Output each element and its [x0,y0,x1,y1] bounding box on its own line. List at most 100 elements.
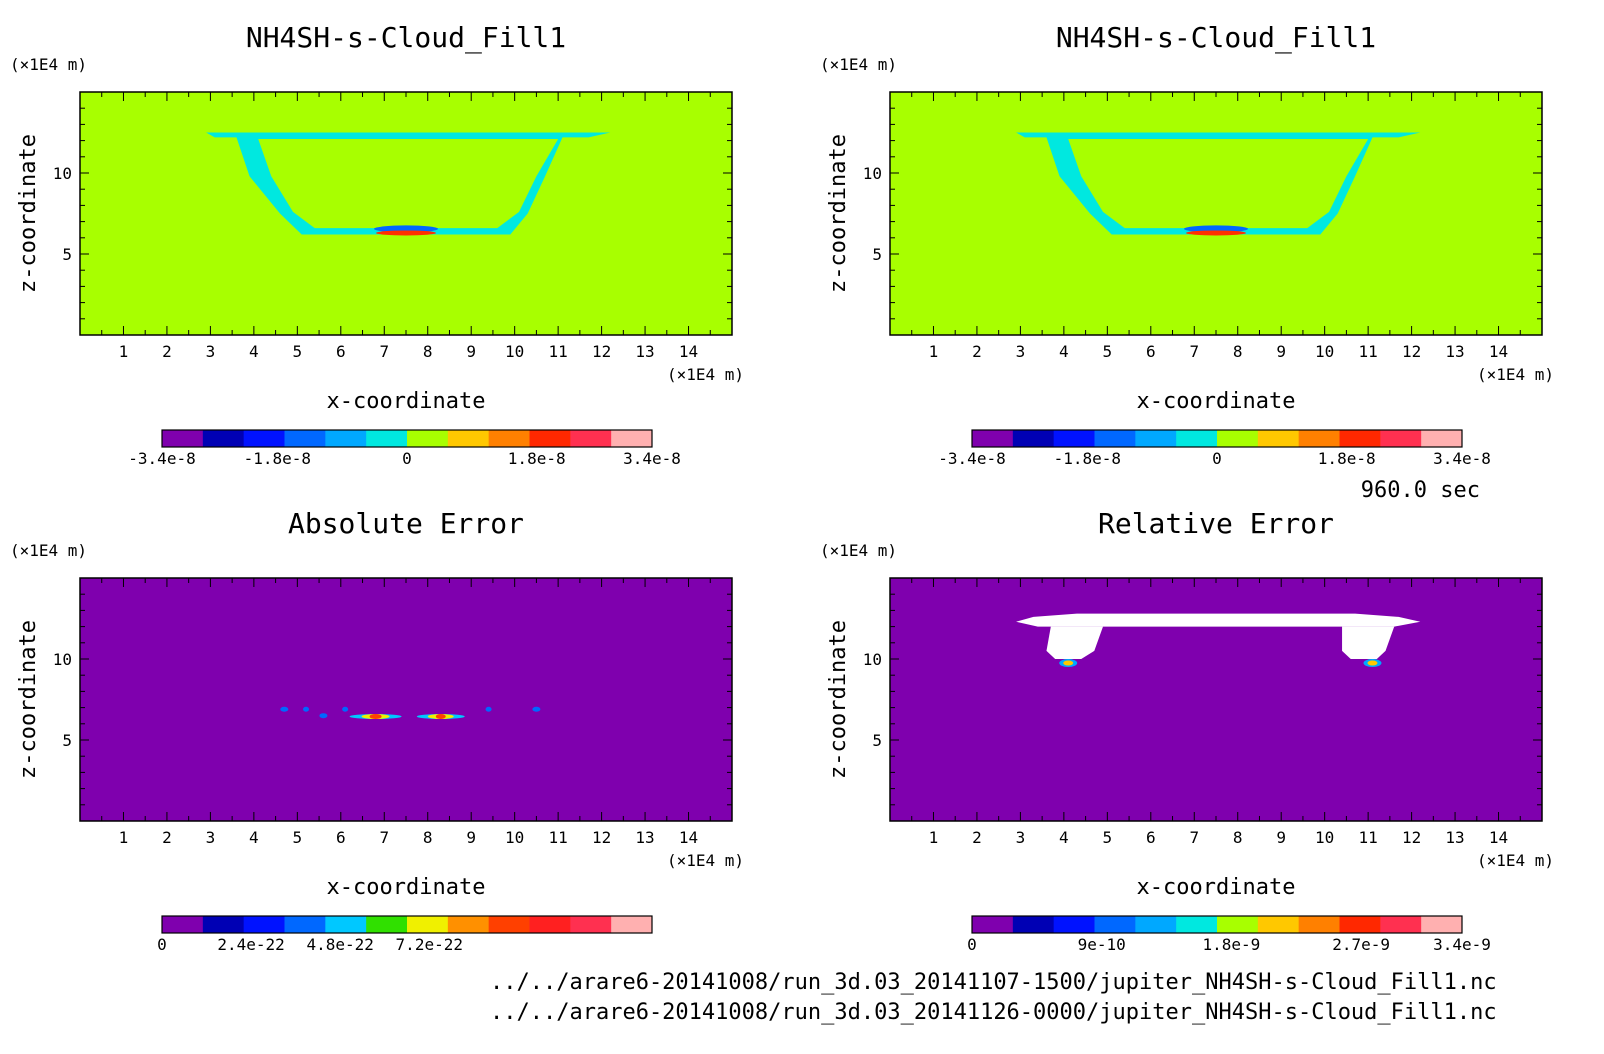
error-speck [532,706,541,712]
colorbar-swatch [1135,916,1177,933]
z-tick-label: 10 [863,650,882,669]
x-tick-label: 1 [929,828,939,847]
x-tick-label: 3 [206,342,216,361]
colorbar-swatch [284,430,326,447]
colorbar-swatch [611,430,653,447]
x-tick-label: 5 [1103,342,1113,361]
rel-error-blob-left [1063,660,1074,666]
x-axis-label: x-coordinate [1137,389,1296,414]
z-unit-label: (×1E4 m) [10,541,87,560]
error-speck [280,706,289,712]
panel-4: Relative Error(×1E4 m)1 2 3 4 5 6 7 8 9 10 11 12 13 1… [820,507,1554,954]
x-tick-label: 12 [1402,342,1421,361]
x-tick-label: 9 [466,828,476,847]
z-tick-label: 5 [872,245,882,264]
panel-1: NH4SH-s-Cloud_Fill1(×1E4 m)1 2 3 4 5 6 7 8 9 10 11… [10,21,744,468]
x-tick-label: 10 [505,828,524,847]
cloud-interior [258,138,559,229]
colorbar-swatch [366,430,408,447]
x-tick-label: 4 [1059,342,1069,361]
colorbar-swatch [407,430,449,447]
x-tick-label: 9 [1276,342,1286,361]
file-path-2: ../../arare6-20141008/run_3d.03_20141126… [490,1000,1497,1025]
x-tick-label: 9 [1276,828,1286,847]
colorbar-tick-label: 2.4e-22 [217,935,284,954]
error-speck [485,706,492,712]
colorbar-swatch [1053,916,1095,933]
x-tick-label: 4 [249,342,259,361]
colorbar-swatch [202,430,245,447]
x-tick-label: 14 [679,828,698,847]
colorbar-swatch [1380,430,1422,447]
x-tick-label: 13 [635,828,654,847]
colorbar-tick-label: 7.2e-22 [396,935,463,954]
undefined-column-right [1342,626,1395,659]
colorbar-tick-label: 3.4e-8 [1433,449,1491,468]
x-tick-label: 2 [972,828,982,847]
colorbar-swatch [243,430,285,447]
colorbar-swatch [366,916,408,933]
x-tick-label: 3 [1016,828,1026,847]
colorbar-swatch [488,430,530,447]
x-tick-label: 14 [679,342,698,361]
colorbar-frame [161,429,653,448]
colorbar-tick-label: 3.4e-9 [1433,935,1491,954]
x-tick-label: 1 [119,828,129,847]
colorbar-swatch [1339,430,1381,447]
z-axis-label: z-coordinate [16,134,41,293]
x-unit-label: (×1E4 m) [1477,365,1554,384]
colorbar-swatch [1380,916,1422,933]
colorbar-frame [971,429,1463,448]
colorbar-swatch [570,430,612,447]
x-tick-label: 12 [592,342,611,361]
x-tick-label: 6 [336,828,346,847]
colorbar-swatch [1421,916,1463,933]
cloud-interior [1068,138,1369,229]
x-tick-label: 11 [549,828,568,847]
colorbar-swatch [447,916,490,933]
x-tick-label: 5 [293,342,303,361]
x-tick-label: 3 [1016,342,1026,361]
colorbar-tick-label: 4.8e-22 [306,935,373,954]
colorbar-tick-label: 1.8e-8 [1318,449,1376,468]
x-tick-label: 1 [929,342,939,361]
error-speck [303,706,310,712]
x-tick-label: 10 [1315,828,1334,847]
z-unit-label: (×1E4 m) [820,541,897,560]
rel-error-blob-right [1367,660,1378,666]
z-tick-label: 10 [53,164,72,183]
z-unit-label: (×1E4 m) [820,55,897,74]
z-tick-label: 10 [863,164,882,183]
colorbar-swatch [202,916,245,933]
x-tick-label: 8 [423,342,433,361]
colorbar-tick-label: -1.8e-8 [244,449,311,468]
z-tick-label: 5 [872,731,882,750]
colorbar-frame [971,915,1463,934]
colorbar-swatch [162,430,204,447]
panel-2: NH4SH-s-Cloud_Fill1(×1E4 m)1 2 3 4 5 6 7 8 9 10 11… [820,21,1554,468]
x-tick-label: 8 [1233,828,1243,847]
x-tick-label: 2 [162,342,172,361]
colorbar-tick-label: 1.8e-8 [508,449,566,468]
error-speck [342,706,349,712]
x-tick-label: 7 [379,828,389,847]
colorbar-swatch [1135,430,1177,447]
x-tick-label: 6 [1146,828,1156,847]
colorbar-swatch [1257,430,1300,447]
panel-title: Relative Error [1098,507,1334,540]
panel-3: Absolute Error(×1E4 m)1 2 3 4 5 6 7 8 9 10 11 12 13 1… [10,507,744,954]
colorbar-swatch [1339,916,1381,933]
colorbar-swatch [325,916,367,933]
x-unit-label: (×1E4 m) [667,851,744,870]
z-tick-label: 10 [53,650,72,669]
x-tick-label: 12 [1402,828,1421,847]
dipole-negative [1184,225,1248,233]
colorbar-swatch [325,430,367,447]
colorbar-frame [161,915,653,934]
x-tick-label: 9 [466,342,476,361]
error-blob [369,714,382,720]
colorbar-swatch [1094,430,1136,447]
colorbar-tick-label: 9e-10 [1078,935,1126,954]
x-unit-label: (×1E4 m) [667,365,744,384]
